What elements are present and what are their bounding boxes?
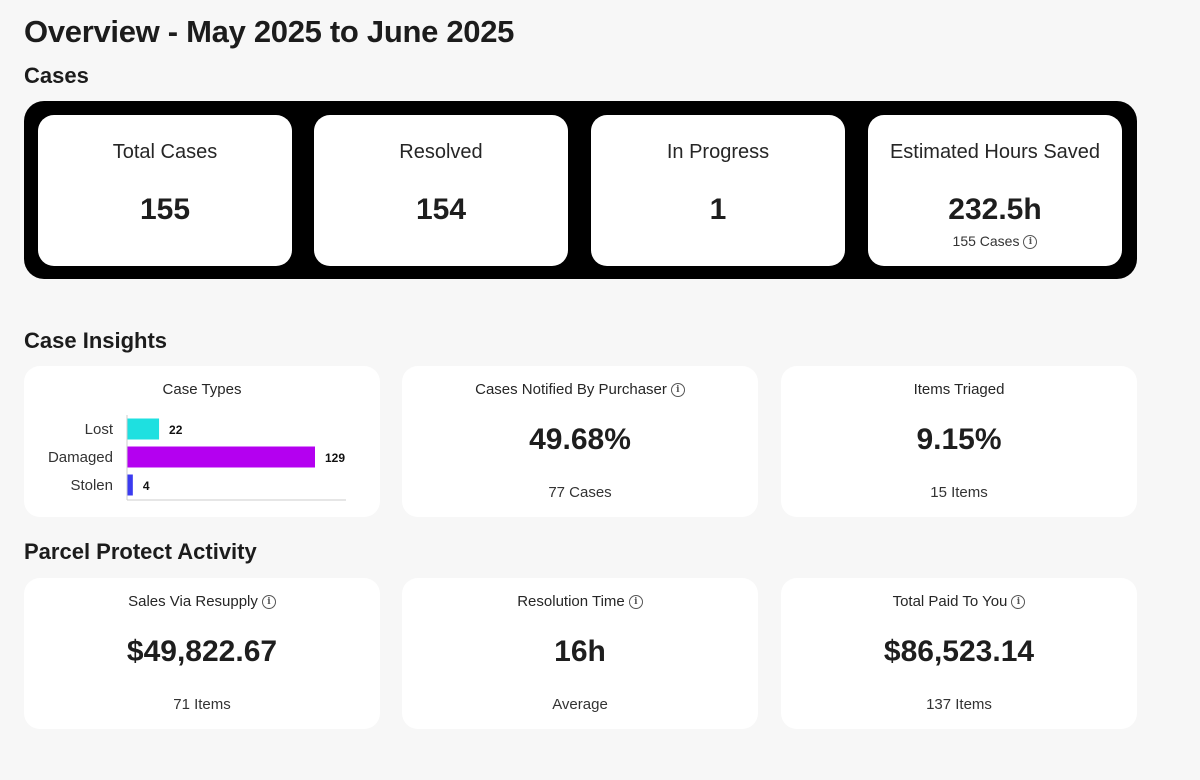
resolution-time-sub: Average <box>552 696 608 713</box>
purchaser-notified-value: 49.68% <box>529 423 631 456</box>
case-types-card: Case Types Lost 22 Damaged 129 Stolen 4 <box>24 366 380 517</box>
total-cases-value: 155 <box>139 193 191 226</box>
activity-section-title: Parcel Protect Activity <box>24 539 257 564</box>
cases-summary-panel: Total Cases 155 Resolved 154 In Progress… <box>24 101 1137 279</box>
in-progress-label: In Progress <box>666 141 770 163</box>
resolved-card[interactable]: Resolved 154 <box>314 115 568 266</box>
items-triaged-card[interactable]: Items Triaged 9.15% 15 Items <box>781 366 1137 517</box>
total-cases-card[interactable]: Total Cases 155 <box>38 115 292 266</box>
resolution-time-card[interactable]: Resolution Time i 16h Average <box>402 578 758 729</box>
case-types-label: Case Types <box>162 381 242 398</box>
bar-stolen <box>127 474 133 496</box>
hours-saved-card[interactable]: Estimated Hours Saved 232.5h 155 Cases i <box>868 115 1122 266</box>
purchaser-notified-sub: 77 Cases <box>548 484 612 501</box>
page-title: Overview - May 2025 to June 2025 <box>24 14 515 49</box>
bar-value-label: 22 <box>169 423 183 437</box>
bar-value-label: 4 <box>143 479 150 493</box>
bar-category-label: Stolen <box>70 477 113 494</box>
info-icon[interactable]: i <box>670 383 685 398</box>
items-triaged-label: Items Triaged <box>913 381 1005 398</box>
items-triaged-value: 9.15% <box>916 423 1002 456</box>
bar-value-label: 129 <box>325 451 345 465</box>
purchaser-notified-label: Cases Notified By Purchaser i <box>402 381 758 398</box>
cases-section-title: Cases <box>24 63 89 88</box>
in-progress-card[interactable]: In Progress 1 <box>591 115 845 266</box>
sales-resupply-label-text: Sales Via Resupply <box>128 593 258 610</box>
hours-saved-value: 232.5h <box>948 193 1042 226</box>
total-paid-card[interactable]: Total Paid To You i $86,523.14 137 Items <box>781 578 1137 729</box>
purchaser-notified-card[interactable]: Cases Notified By Purchaser i 49.68% 77 C… <box>402 366 758 517</box>
purchaser-notified-label-text: Cases Notified By Purchaser <box>475 381 667 398</box>
sales-resupply-card[interactable]: Sales Via Resupply i $49,822.67 71 Items <box>24 578 380 729</box>
bar-lost <box>127 418 160 440</box>
sales-resupply-sub: 71 Items <box>173 696 231 713</box>
resolved-label: Resolved <box>399 141 483 163</box>
total-cases-label: Total Cases <box>112 141 218 163</box>
total-paid-value: $86,523.14 <box>883 635 1035 668</box>
resolved-value: 154 <box>415 193 467 226</box>
bar-category-label: Damaged <box>48 449 113 466</box>
info-icon[interactable]: i <box>261 595 276 610</box>
total-paid-label: Total Paid To You i <box>781 593 1137 610</box>
total-paid-label-text: Total Paid To You <box>892 593 1008 610</box>
bar-damaged <box>127 446 315 468</box>
sales-resupply-value: $49,822.67 <box>126 635 278 668</box>
sales-resupply-label: Sales Via Resupply i <box>24 593 380 610</box>
resolution-time-label: Resolution Time i <box>402 593 758 610</box>
info-icon[interactable]: i <box>1023 235 1038 250</box>
resolution-time-value: 16h <box>554 635 606 668</box>
hours-saved-sub: 155 Cases i <box>868 233 1122 250</box>
info-icon[interactable]: i <box>628 595 643 610</box>
total-paid-sub: 137 Items <box>926 696 992 713</box>
hours-saved-label: Estimated Hours Saved <box>889 141 1101 163</box>
info-icon[interactable]: i <box>1011 595 1026 610</box>
insights-section-title: Case Insights <box>24 328 168 353</box>
hours-saved-sub-text: 155 Cases <box>952 233 1020 249</box>
in-progress-value: 1 <box>709 193 727 226</box>
resolution-time-label-text: Resolution Time <box>517 593 625 610</box>
items-triaged-sub: 15 Items <box>930 484 988 501</box>
bar-category-label: Lost <box>85 421 114 438</box>
case-types-chart: Lost 22 Damaged 129 Stolen 4 <box>48 415 346 501</box>
